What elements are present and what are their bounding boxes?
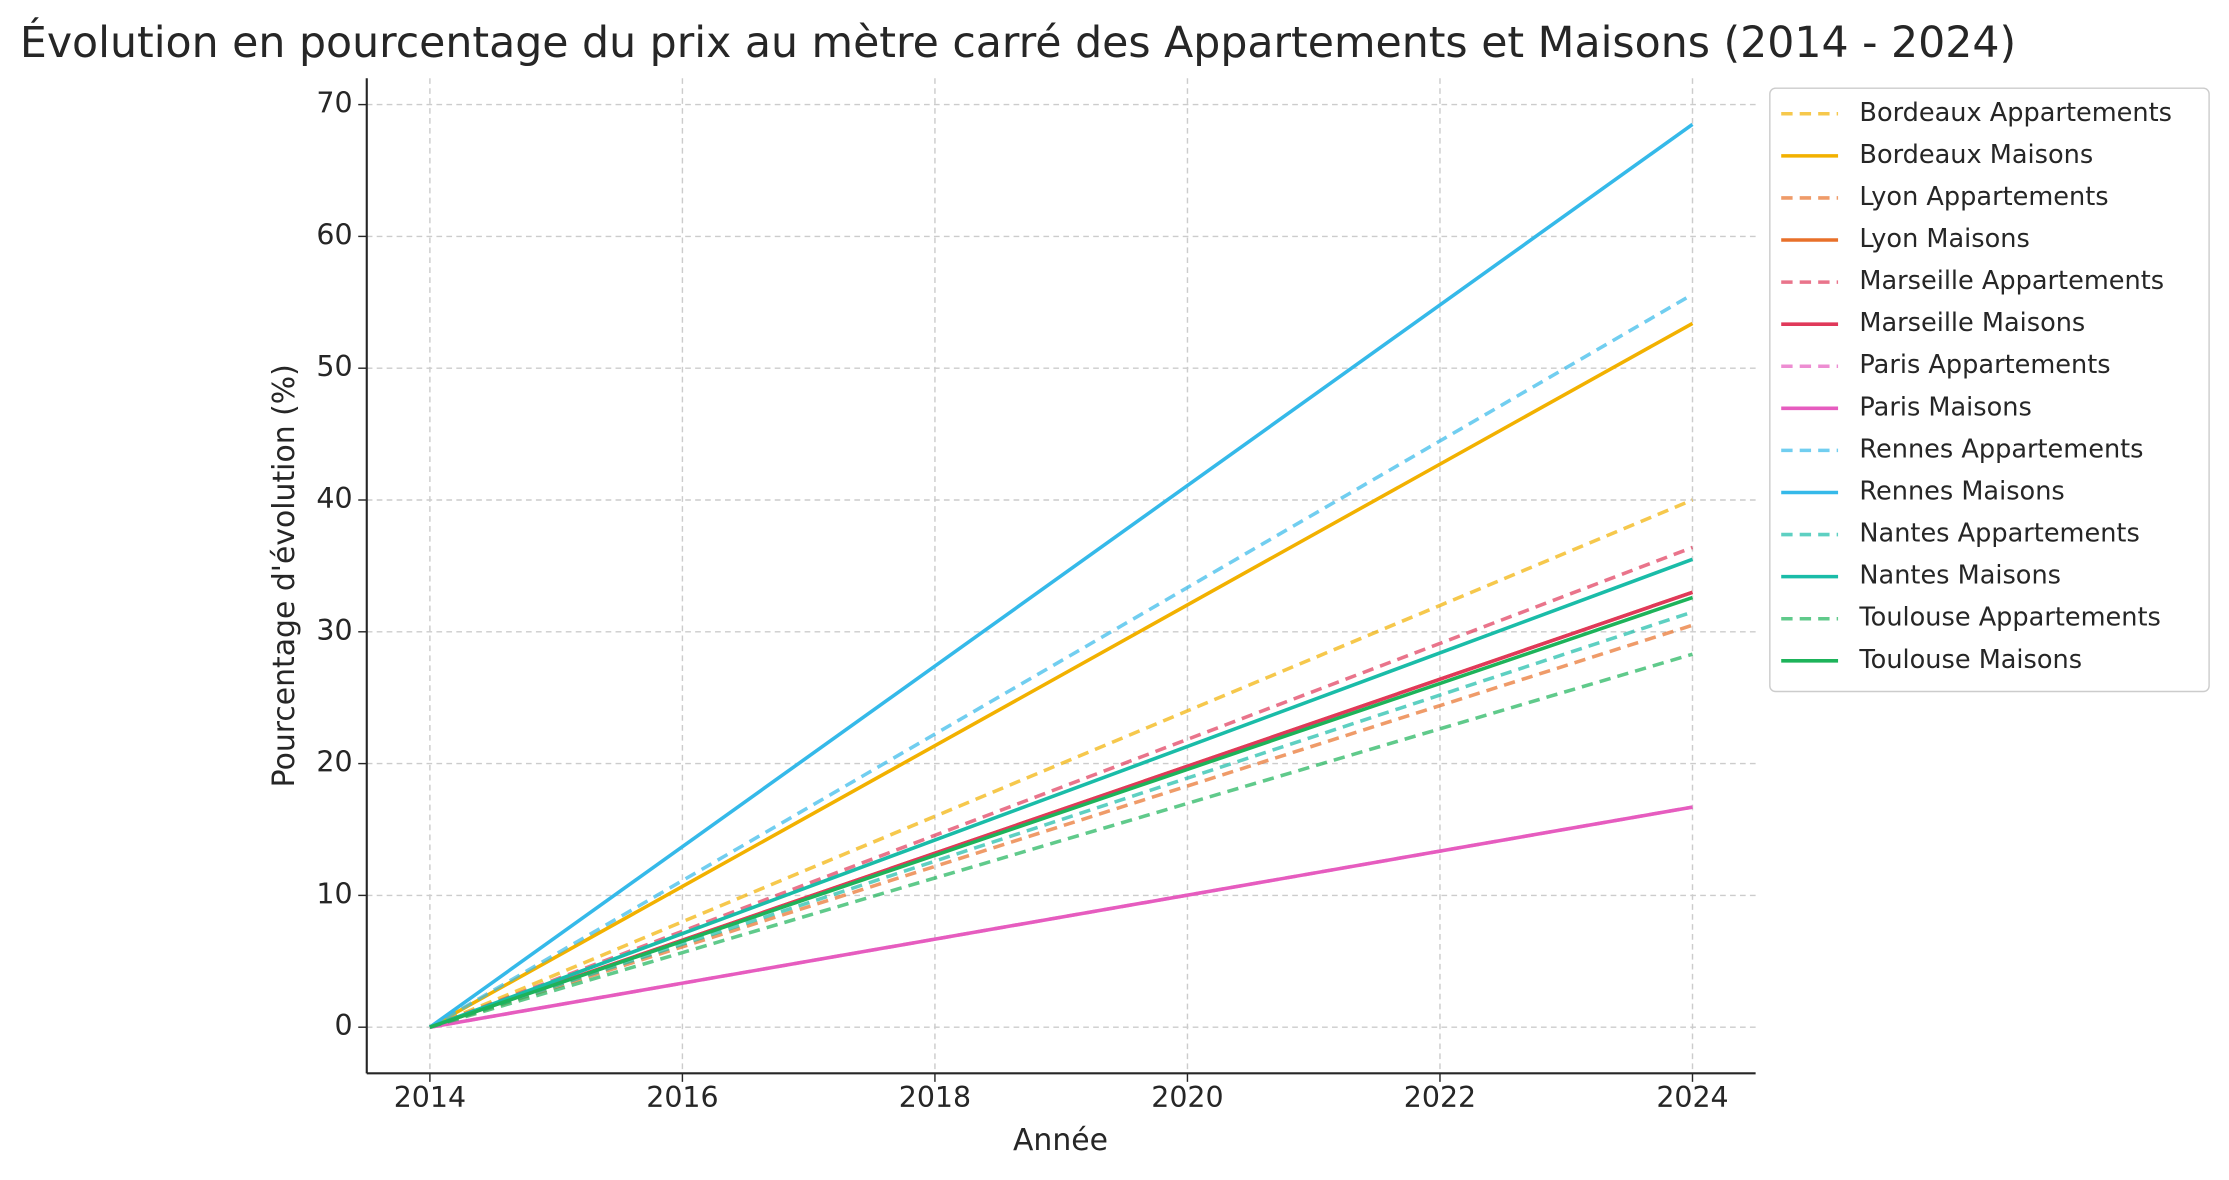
series-line [429, 498, 1694, 1029]
y-tick-label: 20 [316, 746, 352, 779]
legend-label: Rennes Appartements [1859, 434, 2143, 464]
series-line [428, 122, 1694, 1029]
x-tick-label: 2024 [1656, 1081, 1728, 1114]
legend-label: Toulouse Appartements [1858, 603, 2160, 633]
y-tick-label: 50 [316, 350, 352, 383]
series-line [429, 623, 1694, 1029]
series-line [429, 652, 1693, 1029]
series-line [429, 321, 1694, 1029]
legend-label: Nantes Appartements [1859, 519, 2139, 549]
legend-label: Bordeaux Maisons [1859, 140, 2093, 170]
x-tick-label: 2014 [394, 1081, 466, 1114]
x-tick-label: 2016 [646, 1081, 718, 1114]
series-line [429, 805, 1693, 1029]
legend-label: Toulouse Maisons [1858, 645, 2082, 675]
x-tick-label: 2022 [1404, 1081, 1476, 1114]
series-line [428, 292, 1694, 1029]
legend-label: Bordeaux Appartements [1859, 98, 2172, 128]
legend-label: Lyon Maisons [1859, 224, 2029, 254]
legend-box [1769, 87, 2210, 693]
series-line [429, 545, 1694, 1029]
legend-label: Paris Maisons [1859, 392, 2031, 422]
y-tick-label: 70 [316, 87, 352, 120]
y-tick-label: 60 [316, 218, 352, 251]
y-tick-label: 0 [334, 1009, 352, 1042]
legend-label: Paris Appartements [1859, 350, 2110, 380]
y-tick-label: 30 [316, 614, 352, 647]
legend-label: Lyon Appartements [1859, 182, 2108, 212]
legend-label: Nantes Maisons [1859, 561, 2061, 591]
x-tick-label: 2020 [1151, 1081, 1223, 1114]
legend-label: Marseille Appartements [1859, 266, 2164, 296]
y-tick-label: 10 [316, 877, 352, 910]
x-axis-label: Année [1013, 1123, 1108, 1158]
y-tick-label: 40 [316, 482, 352, 515]
legend-label: Marseille Maisons [1859, 308, 2085, 338]
series-line [429, 595, 1694, 1029]
series-line [429, 557, 1694, 1029]
legend-label: Rennes Maisons [1859, 476, 2064, 506]
chart-title: Évolution en pourcentage du prix au mètr… [20, 17, 2016, 68]
y-axis-label: Pourcentage d'évolution (%) [267, 364, 302, 787]
x-tick-label: 2018 [899, 1081, 971, 1114]
